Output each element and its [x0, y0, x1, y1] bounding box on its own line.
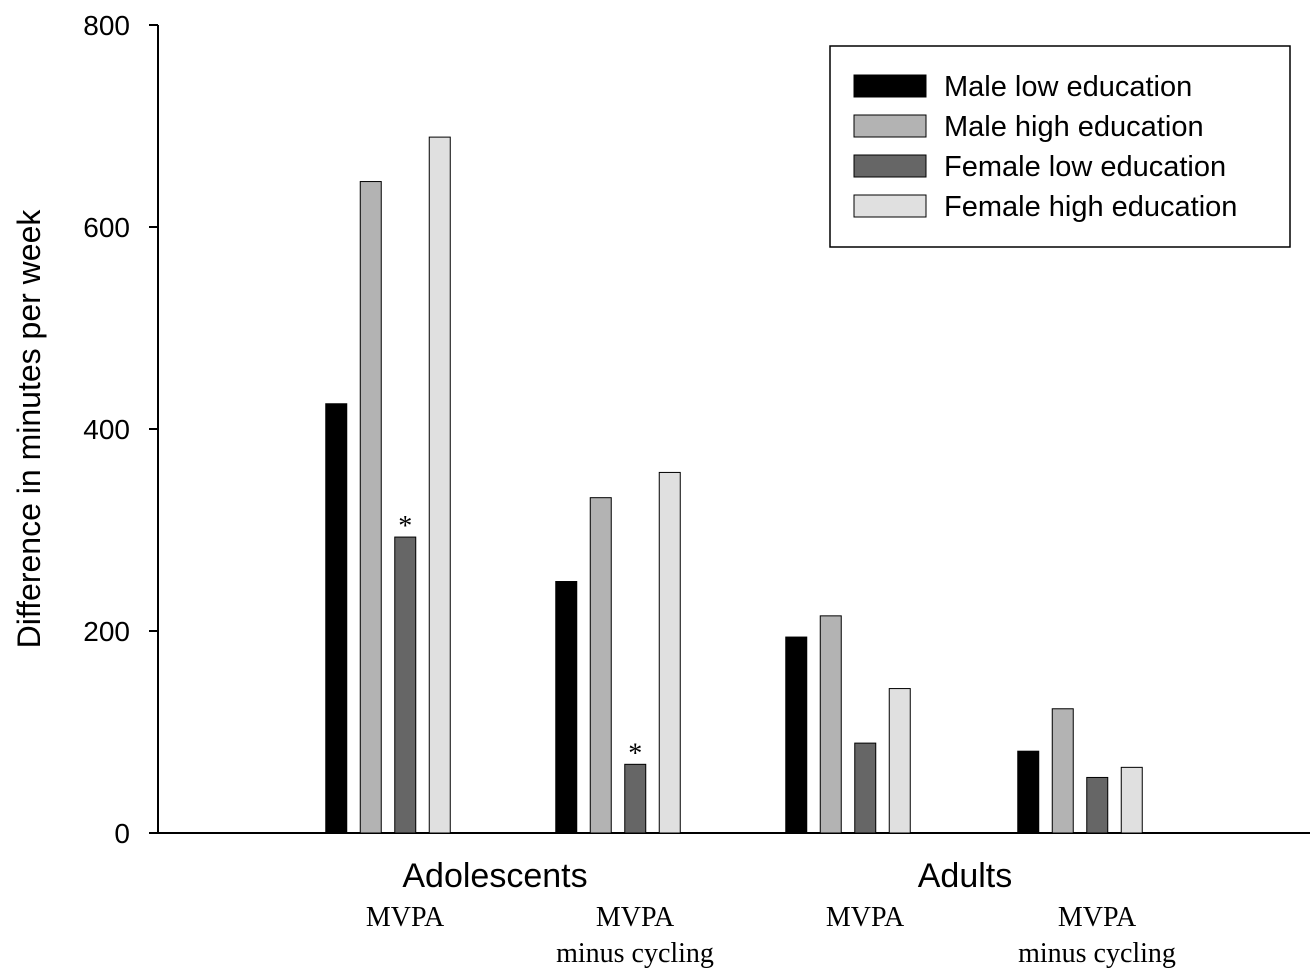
bar [1017, 750, 1040, 834]
category-label: MVPA [826, 902, 905, 933]
bar [785, 636, 808, 834]
bar [624, 763, 647, 834]
y-tick-label: 400 [83, 414, 130, 445]
bar [428, 136, 451, 834]
bar [854, 742, 877, 834]
legend-swatch [853, 74, 927, 98]
significance-marker: * [628, 738, 642, 769]
legend-swatch [853, 194, 927, 218]
bar [1120, 766, 1143, 834]
group-label: Adolescents [402, 857, 587, 895]
y-tick-label: 800 [83, 10, 130, 41]
category-label: MVPA [1058, 902, 1137, 933]
bar [325, 403, 348, 834]
category-label-line2: minus cycling [1018, 938, 1176, 969]
y-tick-label: 0 [114, 818, 130, 849]
bar [359, 181, 382, 834]
legend-label: Male high education [944, 111, 1204, 143]
bar [888, 688, 911, 834]
bar [589, 497, 612, 834]
bars: ** [325, 136, 1143, 834]
bar [819, 615, 842, 834]
y-tick-label: 600 [83, 212, 130, 243]
legend-label: Male low education [944, 71, 1192, 103]
bar [394, 536, 417, 834]
axis-labels: Difference in minutes per week MVPA MVPA mi… [11, 209, 1176, 969]
bar [555, 581, 578, 834]
bar [658, 471, 681, 834]
legend-label: Female low education [944, 151, 1226, 183]
significance-marker: * [398, 511, 412, 542]
category-label-line2: minus cycling [556, 938, 714, 969]
legend-label: Female high education [944, 191, 1237, 223]
group-label: Adults [918, 857, 1013, 895]
bar [1086, 776, 1109, 834]
legend: Male low education Male high education Fem… [829, 45, 1291, 248]
y-axis-label: Difference in minutes per week [11, 209, 47, 649]
category-label: MVPA [366, 902, 445, 933]
category-label: MVPA [596, 902, 675, 933]
legend-swatch [853, 154, 927, 178]
y-tick-label: 200 [83, 616, 130, 647]
axes: 0 200 400 600 800 [83, 10, 1310, 849]
legend-swatch [853, 114, 927, 138]
bar [1051, 708, 1074, 834]
